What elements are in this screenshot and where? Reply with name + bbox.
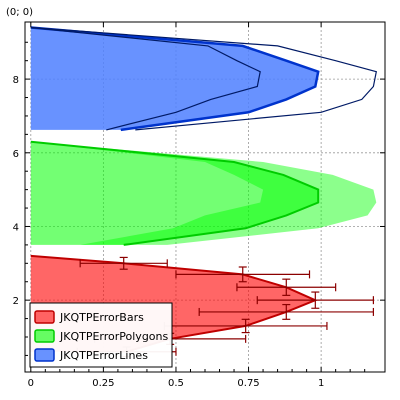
legend-label-2: JKQTPErrorLines xyxy=(59,349,148,362)
x-tick-label-0: 0 xyxy=(28,378,34,389)
x-tick-label-2: 0.5 xyxy=(168,378,184,389)
x-tick-label-1: 0.25 xyxy=(92,378,114,389)
error-lines-area xyxy=(30,27,319,130)
error-polygon-line xyxy=(30,140,320,246)
x-tick-label-3: 0.75 xyxy=(237,378,259,389)
error-lines-upper xyxy=(30,26,377,131)
legend-swatch-0 xyxy=(34,310,55,324)
legend-label-1: JKQTPErrorPolygons xyxy=(59,330,169,343)
error-polygon-area xyxy=(30,141,319,245)
legend-swatch-2 xyxy=(34,348,55,362)
legend-label-0: JKQTPErrorBars xyxy=(59,311,144,324)
corner-label: (0; 0) xyxy=(6,7,33,18)
series-error-lines xyxy=(30,26,377,132)
axis-ticks: 0 0.25 0.5 0.75 1 2 4 6 8 xyxy=(13,22,385,389)
series-error-polygons xyxy=(30,140,377,246)
y-tick-label-1: 4 xyxy=(13,222,19,233)
y-tick-label-0: 2 xyxy=(13,296,19,307)
error-lines-lower xyxy=(30,26,261,131)
legend-swatch-1 xyxy=(34,329,55,343)
error-polygon-band xyxy=(30,141,377,245)
y-tick-label-2: 6 xyxy=(13,149,19,160)
x-tick-label-4: 1 xyxy=(318,378,324,389)
y-tick-label-3: 8 xyxy=(13,75,19,86)
legend: JKQTPErrorBars JKQTPErrorPolygons JKQTPErr… xyxy=(29,302,173,368)
error-lines-line xyxy=(30,26,320,132)
